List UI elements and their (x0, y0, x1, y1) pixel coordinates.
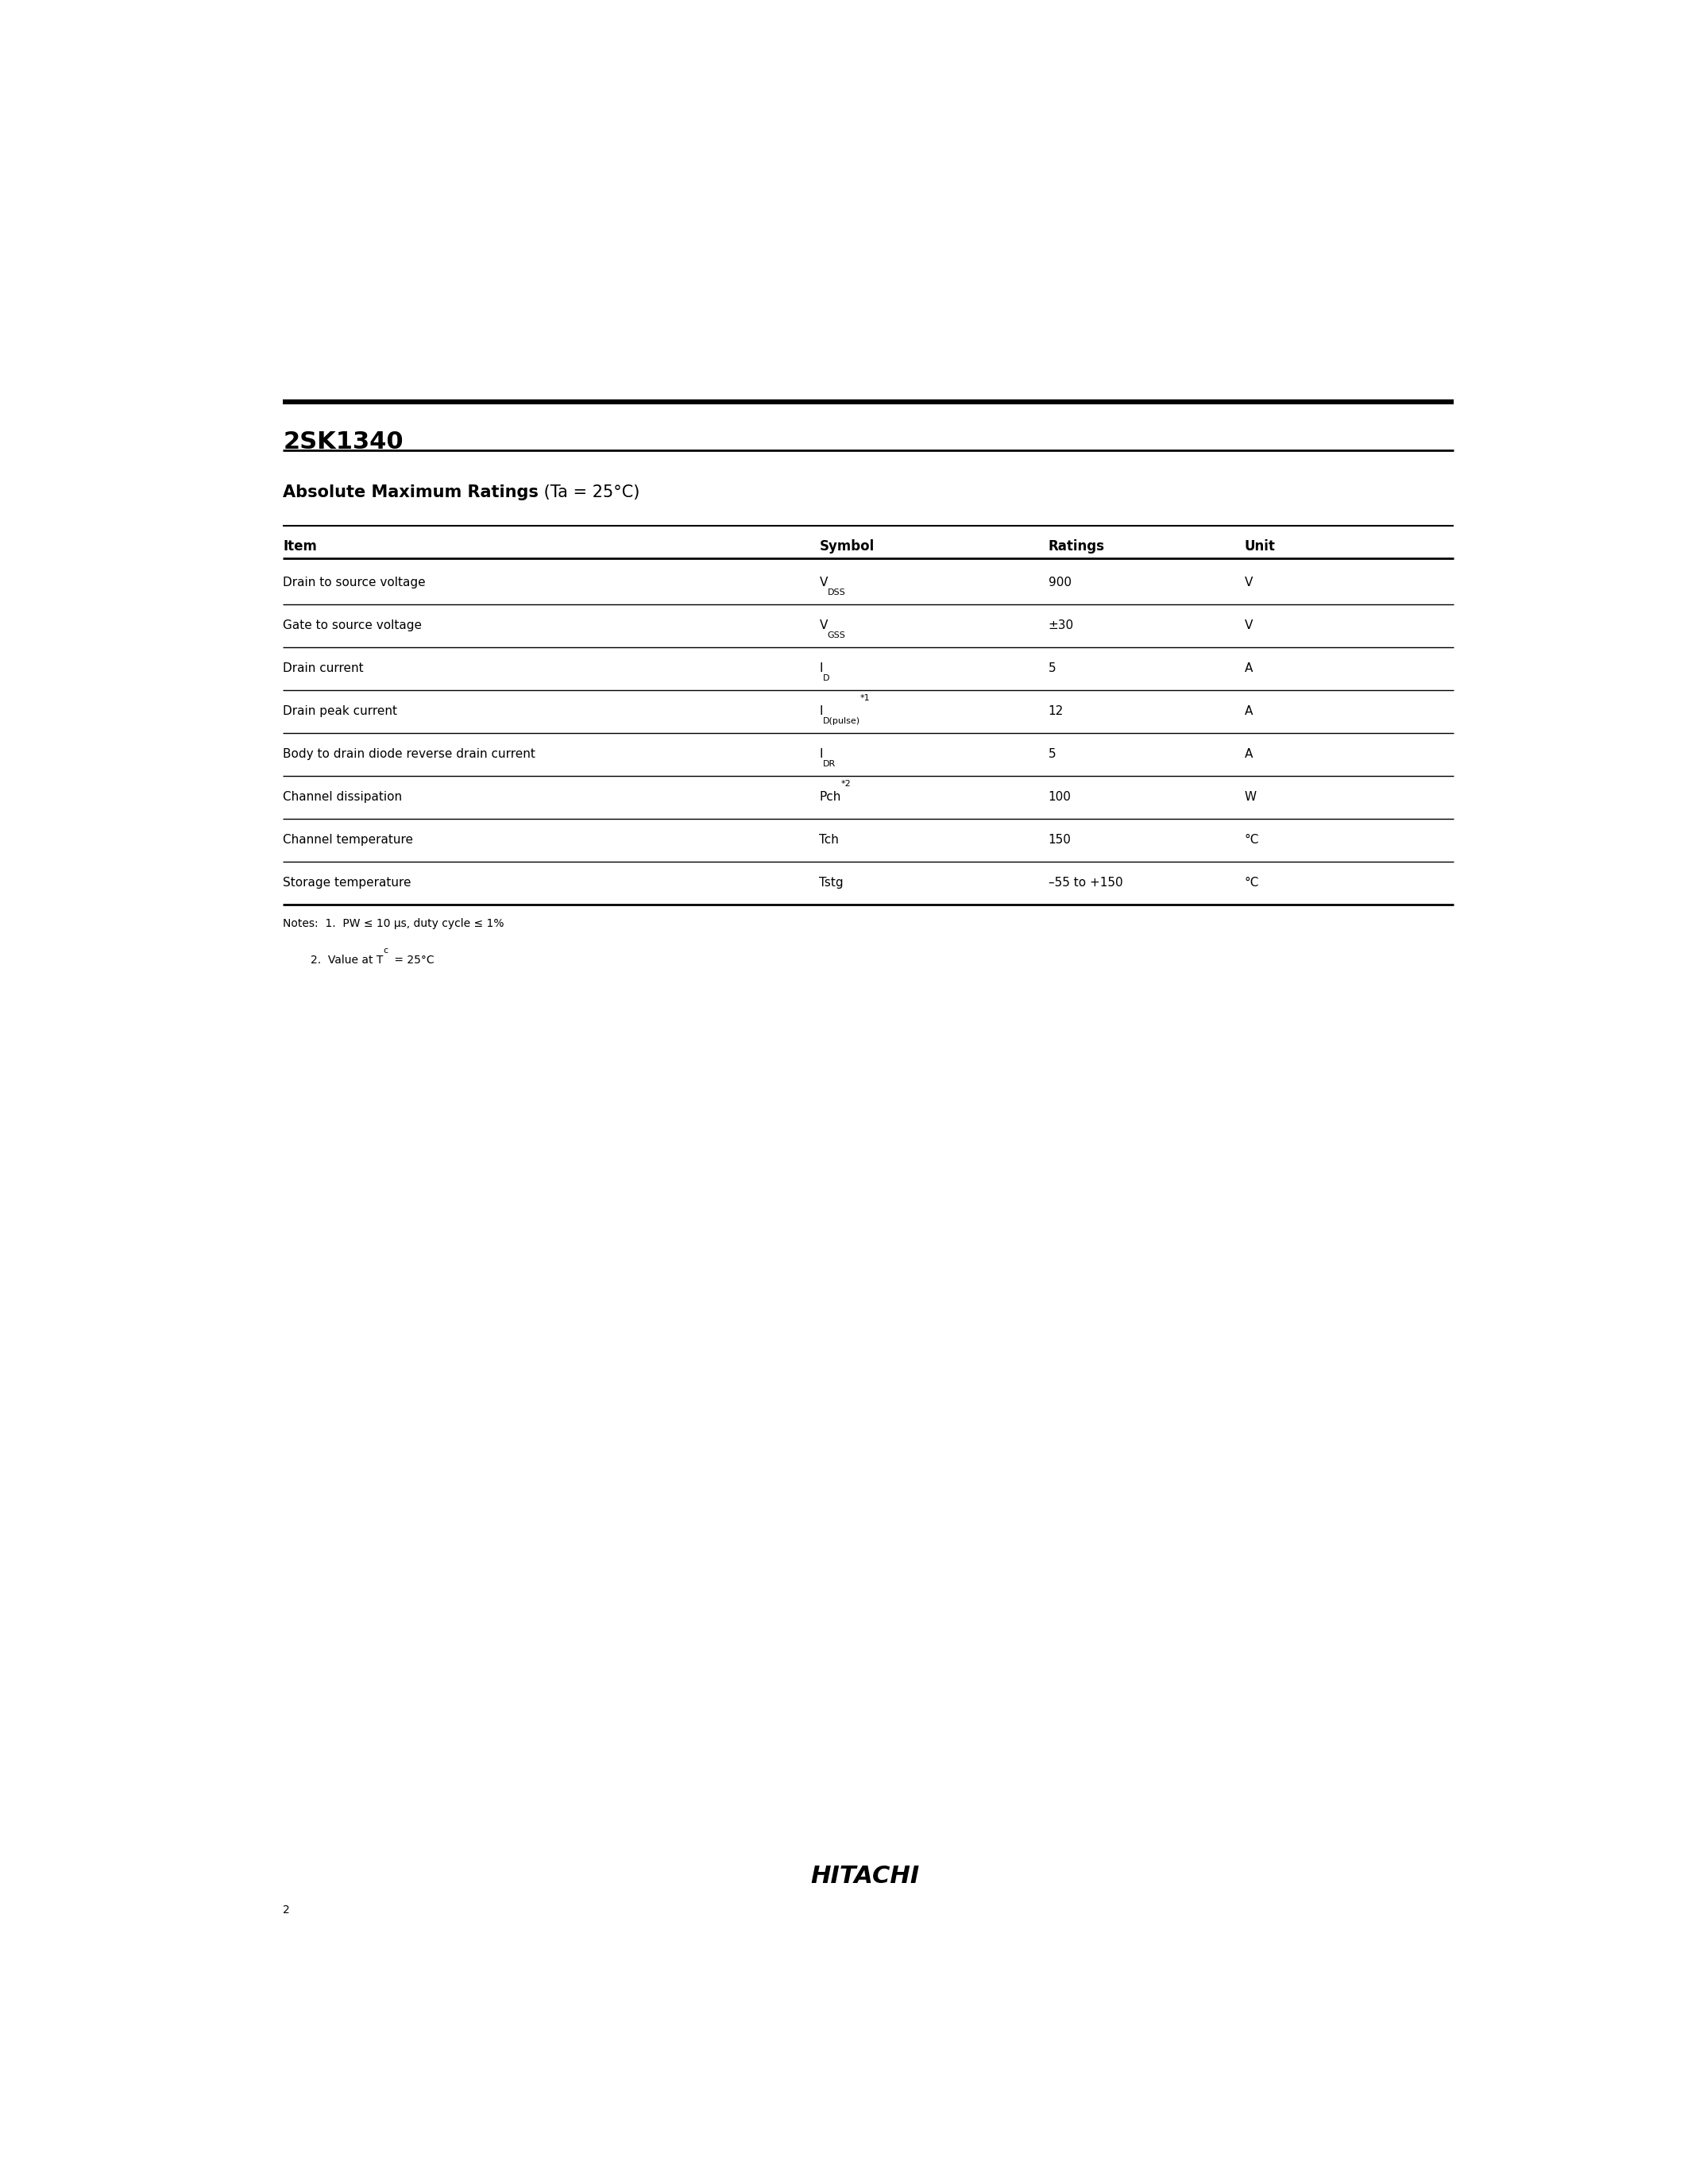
Text: ±30: ±30 (1048, 620, 1074, 631)
Text: °C: °C (1244, 834, 1259, 845)
Text: 150: 150 (1048, 834, 1072, 845)
Text: Body to drain diode reverse drain current: Body to drain diode reverse drain curren… (284, 749, 535, 760)
Text: 100: 100 (1048, 791, 1072, 804)
Text: A: A (1244, 705, 1252, 719)
Text: W: W (1244, 791, 1256, 804)
Text: V: V (819, 620, 827, 631)
Text: 12: 12 (1048, 705, 1063, 719)
Text: V: V (1244, 577, 1252, 590)
Text: 2.  Value at T: 2. Value at T (284, 954, 383, 965)
Text: V: V (819, 577, 827, 590)
Text: Channel dissipation: Channel dissipation (284, 791, 402, 804)
Text: GSS: GSS (827, 631, 846, 640)
Text: Storage temperature: Storage temperature (284, 878, 412, 889)
Text: Drain current: Drain current (284, 662, 363, 675)
Text: 2SK1340: 2SK1340 (284, 430, 403, 454)
Text: Channel temperature: Channel temperature (284, 834, 414, 845)
Text: D(pulse): D(pulse) (822, 716, 861, 725)
Text: I: I (819, 749, 822, 760)
Text: 5: 5 (1048, 749, 1057, 760)
Text: = 25°C: = 25°C (392, 954, 434, 965)
Text: DR: DR (822, 760, 836, 767)
Text: Tch: Tch (819, 834, 839, 845)
Text: °C: °C (1244, 878, 1259, 889)
Text: A: A (1244, 749, 1252, 760)
Text: Gate to source voltage: Gate to source voltage (284, 620, 422, 631)
Text: –55 to +150: –55 to +150 (1048, 878, 1123, 889)
Text: Absolute Maximum Ratings: Absolute Maximum Ratings (284, 485, 538, 500)
Text: Tstg: Tstg (819, 878, 844, 889)
Text: Symbol: Symbol (819, 539, 874, 555)
Text: I: I (819, 705, 822, 719)
Text: HITACHI: HITACHI (810, 1865, 920, 1887)
Text: A: A (1244, 662, 1252, 675)
Text: Item: Item (284, 539, 317, 555)
Text: DSS: DSS (827, 587, 846, 596)
Text: Drain to source voltage: Drain to source voltage (284, 577, 425, 590)
Text: *1: *1 (861, 695, 871, 701)
Text: 2: 2 (284, 1904, 290, 1915)
Text: 900: 900 (1048, 577, 1072, 590)
Text: Pch: Pch (819, 791, 841, 804)
Text: D: D (822, 675, 829, 681)
Text: Drain peak current: Drain peak current (284, 705, 397, 719)
Text: V: V (1244, 620, 1252, 631)
Text: Unit: Unit (1244, 539, 1276, 555)
Text: (Ta = 25°C): (Ta = 25°C) (538, 485, 640, 500)
Text: Ratings: Ratings (1048, 539, 1104, 555)
Text: I: I (819, 662, 822, 675)
Text: Notes:  1.  PW ≤ 10 μs, duty cycle ≤ 1%: Notes: 1. PW ≤ 10 μs, duty cycle ≤ 1% (284, 917, 505, 928)
Text: *2: *2 (841, 780, 851, 788)
Text: 5: 5 (1048, 662, 1057, 675)
Text: c: c (383, 946, 388, 954)
